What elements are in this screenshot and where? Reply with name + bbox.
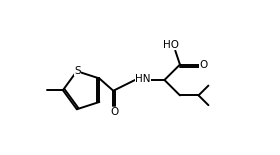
Text: O: O xyxy=(110,106,118,117)
Text: O: O xyxy=(199,60,207,70)
Text: HN: HN xyxy=(135,74,151,84)
Text: HO: HO xyxy=(164,40,179,50)
Text: S: S xyxy=(74,66,81,76)
